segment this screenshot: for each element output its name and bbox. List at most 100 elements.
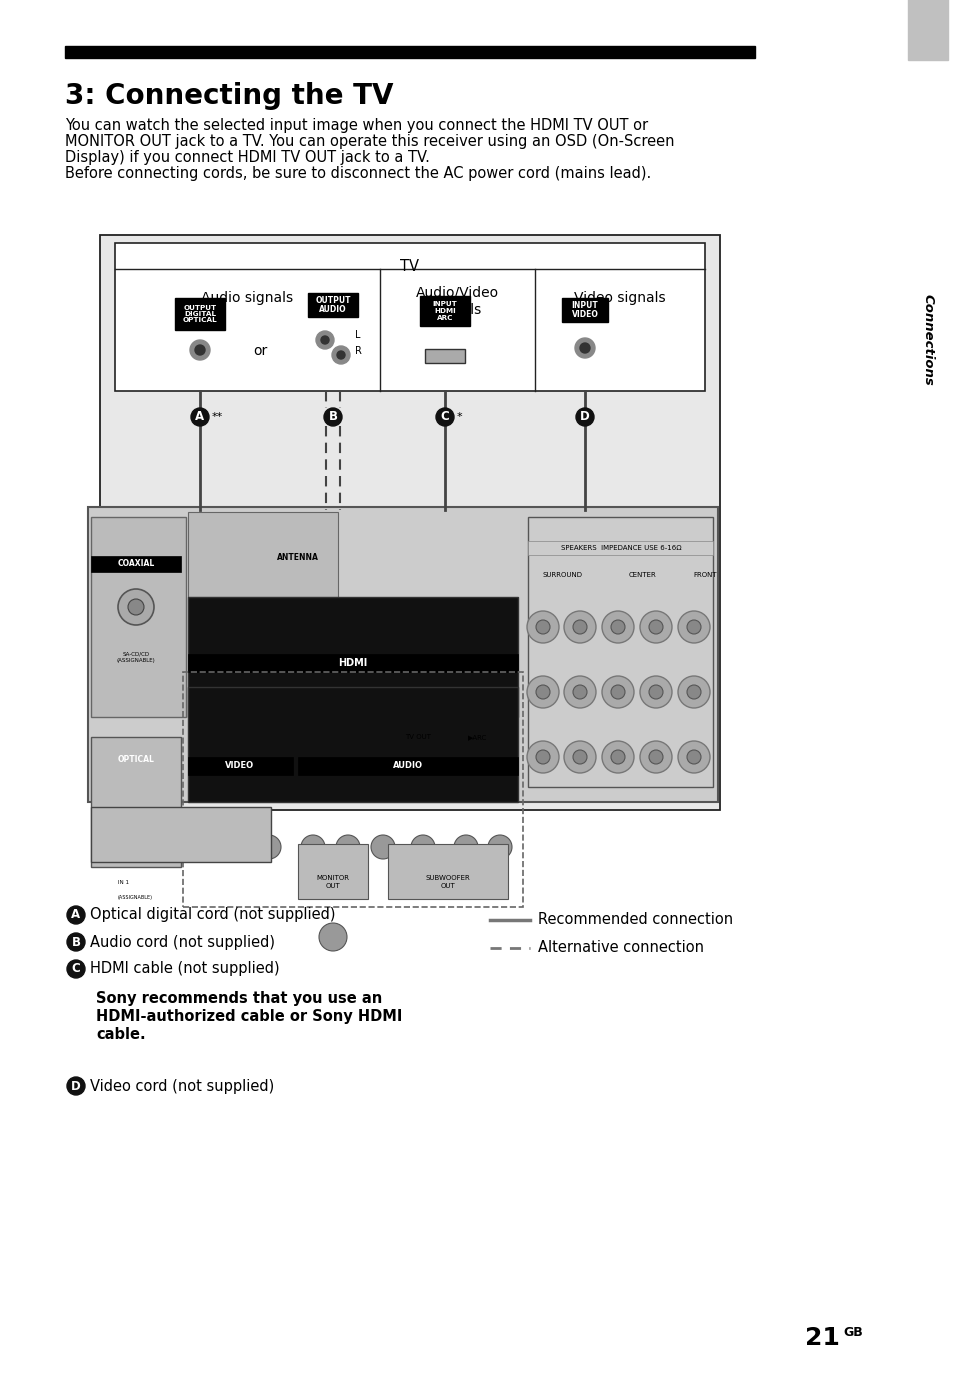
Circle shape <box>191 835 214 859</box>
Circle shape <box>610 685 624 699</box>
Bar <box>424 349 464 362</box>
Text: IN 1: IN 1 <box>118 880 129 884</box>
Circle shape <box>67 906 85 924</box>
Bar <box>314 733 341 755</box>
Text: Alternative connection: Alternative connection <box>537 941 703 956</box>
Circle shape <box>575 338 595 358</box>
Text: (ASSIGNABLE): (ASSIGNABLE) <box>118 894 152 899</box>
Circle shape <box>686 750 700 763</box>
Circle shape <box>610 621 624 634</box>
Circle shape <box>256 835 281 859</box>
Text: C: C <box>71 962 80 975</box>
Circle shape <box>324 408 341 426</box>
Circle shape <box>371 835 395 859</box>
Text: R: R <box>355 346 361 356</box>
Circle shape <box>639 676 671 708</box>
Text: FRONT: FRONT <box>692 573 716 578</box>
Text: SURROUND: SURROUND <box>542 573 582 578</box>
Text: HDMI: HDMI <box>338 658 367 669</box>
Text: OUTPUT
DIGITAL
OPTICAL: OUTPUT DIGITAL OPTICAL <box>182 305 217 324</box>
Bar <box>419 297 470 325</box>
Text: Before connecting cords, be sure to disconnect the AC power cord (mains lead).: Before connecting cords, be sure to disc… <box>65 166 651 181</box>
Text: Connections: Connections <box>921 294 934 386</box>
Text: TV OUT: TV OUT <box>405 735 431 740</box>
Text: SUBWOOFER
OUT: SUBWOOFER OUT <box>425 876 470 888</box>
Circle shape <box>536 621 550 634</box>
Circle shape <box>454 835 477 859</box>
Bar <box>188 757 293 774</box>
Circle shape <box>573 750 586 763</box>
Circle shape <box>563 676 596 708</box>
Circle shape <box>678 676 709 708</box>
Circle shape <box>686 685 700 699</box>
Circle shape <box>318 923 347 951</box>
Text: Video signals: Video signals <box>574 291 665 305</box>
Text: INPUT
VIDEO: INPUT VIDEO <box>571 301 598 320</box>
Bar <box>297 757 517 774</box>
Bar <box>297 844 368 899</box>
Text: MONITOR
OUT: MONITOR OUT <box>316 876 349 888</box>
Circle shape <box>335 835 359 859</box>
Bar <box>174 298 225 330</box>
Circle shape <box>573 621 586 634</box>
Circle shape <box>194 345 205 356</box>
Circle shape <box>579 343 589 353</box>
Bar <box>907 0 947 60</box>
Circle shape <box>686 621 700 634</box>
Text: ▶ARC: ▶ARC <box>468 735 487 740</box>
Circle shape <box>639 741 671 773</box>
Circle shape <box>678 741 709 773</box>
Text: INPUT
HDMI
ARC: INPUT HDMI ARC <box>432 302 456 320</box>
Bar <box>108 811 152 847</box>
Bar <box>91 751 181 768</box>
Text: COAXIAL: COAXIAL <box>117 560 154 568</box>
Circle shape <box>118 589 153 625</box>
Circle shape <box>648 750 662 763</box>
Text: SA-CD/CD
(ASSIGNABLE): SA-CD/CD (ASSIGNABLE) <box>116 652 155 663</box>
Text: *: * <box>456 412 462 422</box>
Text: C: C <box>440 411 449 423</box>
Text: Audio cord (not supplied): Audio cord (not supplied) <box>90 935 274 950</box>
Circle shape <box>67 1076 85 1096</box>
Bar <box>91 737 181 866</box>
Text: VIDEO: VIDEO <box>225 762 254 770</box>
Text: B: B <box>328 411 337 423</box>
Text: TV: TV <box>400 259 419 275</box>
Text: Optical digital cord (not supplied): Optical digital cord (not supplied) <box>90 908 335 923</box>
Text: B: B <box>71 935 80 949</box>
Circle shape <box>315 331 334 349</box>
Circle shape <box>563 741 596 773</box>
Text: D: D <box>579 411 589 423</box>
Circle shape <box>573 685 586 699</box>
Circle shape <box>526 611 558 643</box>
Bar <box>115 243 704 391</box>
Circle shape <box>601 676 634 708</box>
Bar <box>527 541 712 555</box>
Circle shape <box>488 835 512 859</box>
Circle shape <box>191 408 209 426</box>
Text: CENTER: CENTER <box>628 573 657 578</box>
Bar <box>388 844 507 899</box>
Circle shape <box>678 611 709 643</box>
Circle shape <box>332 346 350 364</box>
Text: SPEAKERS  IMPEDANCE USE 6-16Ω: SPEAKERS IMPEDANCE USE 6-16Ω <box>560 545 680 551</box>
Text: cable.: cable. <box>96 1027 146 1042</box>
Text: ANTENNA: ANTENNA <box>276 552 318 562</box>
Circle shape <box>526 741 558 773</box>
Bar <box>561 298 607 323</box>
Text: A: A <box>195 411 204 423</box>
Bar <box>188 512 337 597</box>
Text: Sony recommends that you use an: Sony recommends that you use an <box>96 991 382 1006</box>
Circle shape <box>610 750 624 763</box>
Bar <box>65 47 754 58</box>
Text: Audio/Video
signals: Audio/Video signals <box>416 286 498 317</box>
Circle shape <box>336 351 345 358</box>
Text: HDMI cable (not supplied): HDMI cable (not supplied) <box>90 961 279 976</box>
Bar <box>351 733 378 755</box>
Circle shape <box>411 835 435 859</box>
Text: GB: GB <box>842 1326 862 1339</box>
Text: Recommended connection: Recommended connection <box>537 913 732 928</box>
Text: HDMI-authorized cable or Sony HDMI: HDMI-authorized cable or Sony HDMI <box>96 1009 402 1024</box>
Text: OPTICAL: OPTICAL <box>117 755 154 763</box>
Bar <box>393 713 507 768</box>
